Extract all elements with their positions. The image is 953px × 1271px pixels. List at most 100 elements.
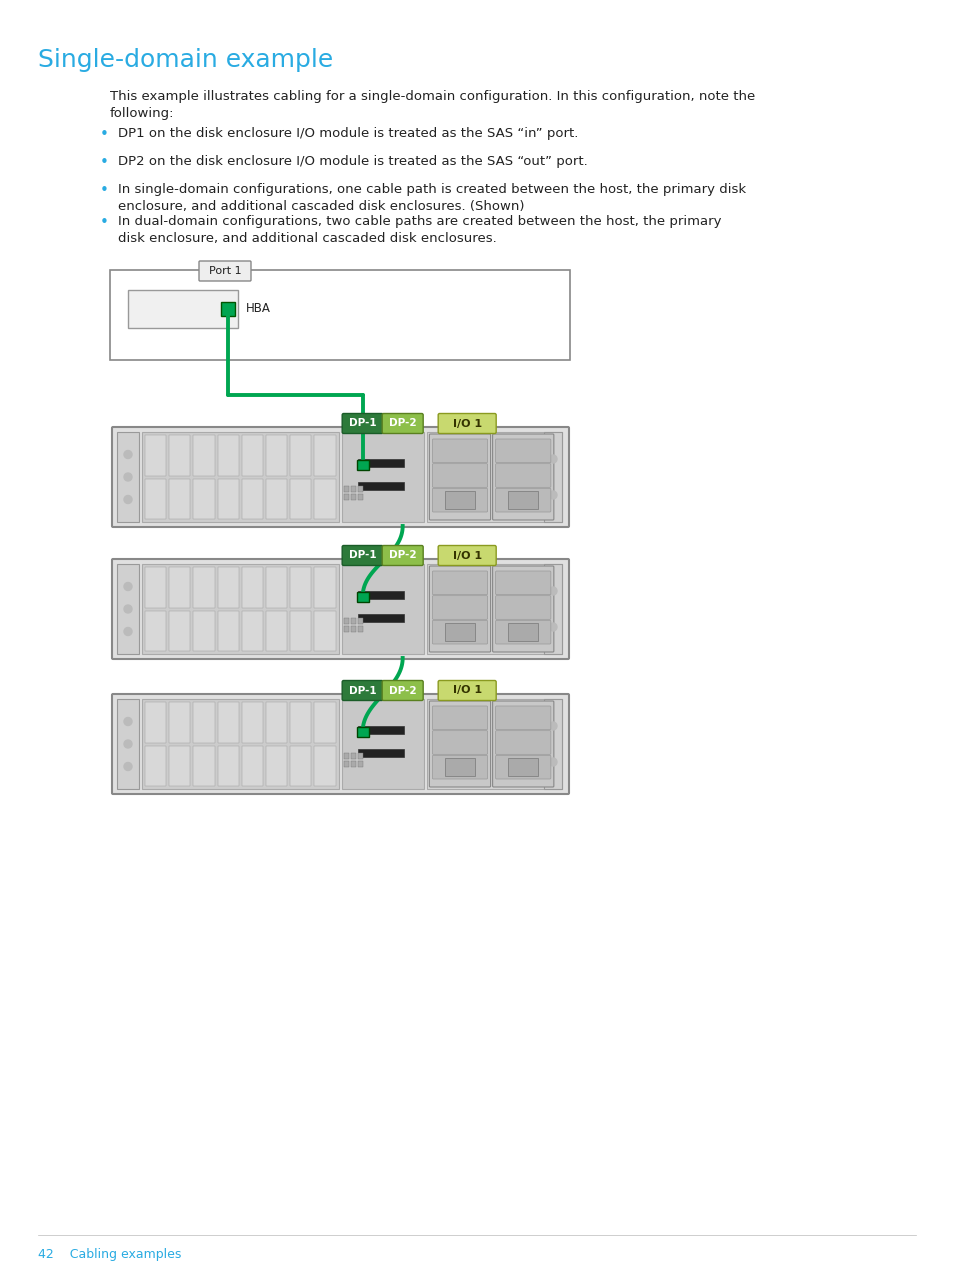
Bar <box>169 746 191 785</box>
Bar <box>217 478 238 519</box>
Bar <box>217 702 238 742</box>
Bar <box>193 478 214 519</box>
Bar <box>266 702 287 742</box>
Circle shape <box>124 450 132 459</box>
Bar <box>242 702 263 742</box>
Bar <box>543 564 561 655</box>
Text: Port 1: Port 1 <box>209 266 241 276</box>
Circle shape <box>124 628 132 636</box>
Bar <box>266 610 287 651</box>
FancyBboxPatch shape <box>496 464 550 487</box>
Bar <box>351 761 355 766</box>
Bar <box>145 435 166 475</box>
Bar <box>290 478 311 519</box>
FancyBboxPatch shape <box>382 680 423 700</box>
FancyBboxPatch shape <box>429 566 490 652</box>
Bar <box>266 567 287 608</box>
FancyBboxPatch shape <box>432 488 487 512</box>
Bar <box>242 435 263 475</box>
Bar <box>357 459 403 466</box>
Bar <box>169 610 191 651</box>
Bar <box>508 623 537 641</box>
FancyBboxPatch shape <box>112 559 568 658</box>
Bar <box>314 435 335 475</box>
Circle shape <box>124 496 132 503</box>
Bar <box>427 432 561 522</box>
Bar <box>290 610 311 651</box>
Bar <box>356 591 368 601</box>
FancyBboxPatch shape <box>437 545 496 566</box>
Circle shape <box>548 623 557 630</box>
Circle shape <box>548 491 557 500</box>
Bar <box>217 610 238 651</box>
FancyBboxPatch shape <box>496 488 550 512</box>
FancyBboxPatch shape <box>496 620 550 644</box>
Bar <box>169 702 191 742</box>
FancyBboxPatch shape <box>437 413 496 433</box>
Bar <box>357 726 403 733</box>
Text: enclosure, and additional cascaded disk enclosures. (Shown): enclosure, and additional cascaded disk … <box>118 200 524 214</box>
Text: I/O 1: I/O 1 <box>452 418 481 428</box>
Bar <box>357 482 403 489</box>
Bar <box>357 486 362 492</box>
Bar <box>343 494 348 500</box>
Bar <box>314 610 335 651</box>
Bar <box>314 567 335 608</box>
FancyBboxPatch shape <box>382 413 423 433</box>
FancyBboxPatch shape <box>199 261 251 281</box>
Bar <box>343 618 348 624</box>
Bar <box>341 564 424 655</box>
Bar <box>357 494 362 500</box>
Circle shape <box>124 582 132 591</box>
Bar <box>266 478 287 519</box>
Bar <box>314 746 335 785</box>
FancyBboxPatch shape <box>496 705 550 730</box>
Bar <box>169 435 191 475</box>
Bar <box>351 494 355 500</box>
FancyBboxPatch shape <box>342 413 383 433</box>
Bar <box>117 564 139 655</box>
FancyBboxPatch shape <box>437 680 496 700</box>
Text: •: • <box>100 215 109 230</box>
Text: I/O 1: I/O 1 <box>452 550 481 561</box>
FancyBboxPatch shape <box>432 620 487 644</box>
Bar <box>508 758 537 775</box>
Bar <box>242 567 263 608</box>
Bar <box>193 435 214 475</box>
Bar <box>341 699 424 789</box>
Bar <box>217 567 238 608</box>
FancyBboxPatch shape <box>492 566 554 652</box>
Text: In dual-domain configurations, two cable paths are created between the host, the: In dual-domain configurations, two cable… <box>118 215 720 228</box>
Bar <box>356 727 368 736</box>
FancyBboxPatch shape <box>432 596 487 619</box>
Bar <box>242 478 263 519</box>
FancyBboxPatch shape <box>432 464 487 487</box>
Text: •: • <box>100 155 109 170</box>
Circle shape <box>548 758 557 766</box>
Bar <box>145 567 166 608</box>
Text: DP2 on the disk enclosure I/O module is treated as the SAS “out” port.: DP2 on the disk enclosure I/O module is … <box>118 155 587 168</box>
Bar <box>357 749 403 756</box>
Bar <box>351 752 355 759</box>
Bar <box>169 478 191 519</box>
Bar <box>128 290 237 328</box>
Bar <box>343 627 348 632</box>
Text: DP1 on the disk enclosure I/O module is treated as the SAS “in” port.: DP1 on the disk enclosure I/O module is … <box>118 127 578 140</box>
Bar <box>145 610 166 651</box>
Bar <box>142 564 338 655</box>
Circle shape <box>548 455 557 463</box>
Bar <box>351 618 355 624</box>
Bar <box>110 269 569 360</box>
Bar <box>290 702 311 742</box>
Text: This example illustrates cabling for a single-domain configuration. In this conf: This example illustrates cabling for a s… <box>110 90 755 103</box>
Circle shape <box>124 473 132 480</box>
Bar <box>357 591 403 599</box>
FancyBboxPatch shape <box>492 702 554 787</box>
Text: DP-2: DP-2 <box>389 685 416 695</box>
Bar <box>427 699 561 789</box>
Text: HBA: HBA <box>246 302 271 315</box>
Bar <box>193 567 214 608</box>
FancyBboxPatch shape <box>382 545 423 566</box>
FancyBboxPatch shape <box>496 571 550 595</box>
Circle shape <box>124 763 132 770</box>
